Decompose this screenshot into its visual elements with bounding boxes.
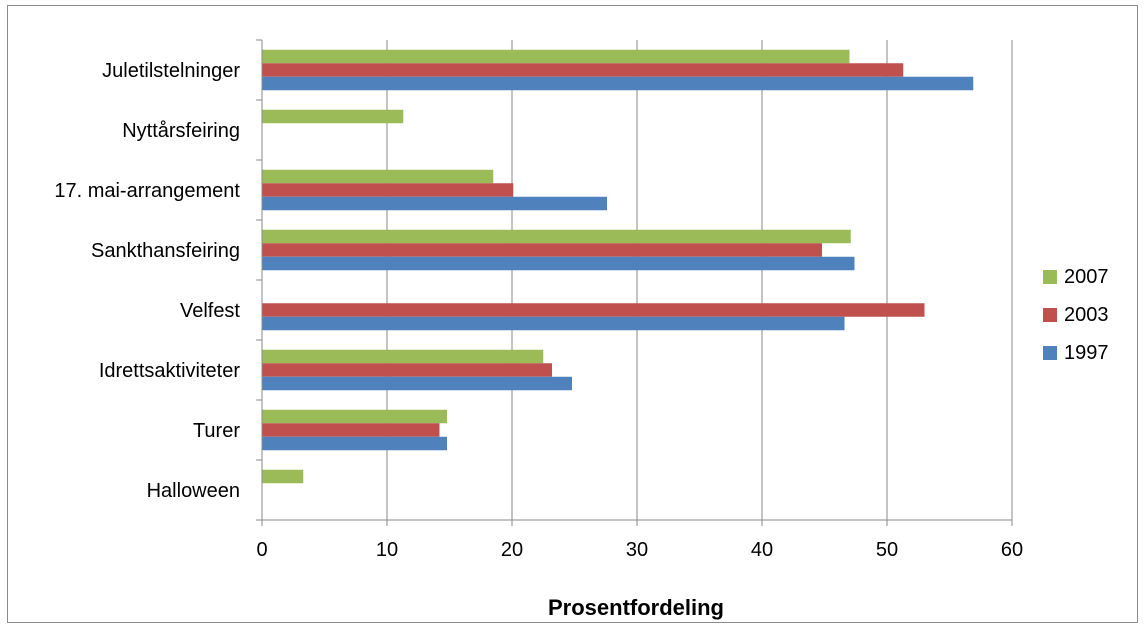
x-tick-label: 20: [501, 539, 523, 561]
category-label: Juletilstelninger: [102, 60, 240, 82]
bar-2007: [262, 169, 494, 184]
x-tick-label: 30: [626, 539, 648, 561]
category-label: Sankthansfeiring: [91, 240, 240, 262]
category-label: Velfest: [180, 300, 240, 322]
bar-1997: [262, 76, 974, 91]
legend-label: 2007: [1064, 266, 1109, 288]
x-tick-label: 10: [376, 539, 398, 561]
legend: 2007 2003 1997: [1043, 266, 1109, 364]
bar-2003: [262, 363, 552, 377]
bar-2007: [262, 349, 544, 364]
x-axis-title: Prosentfordeling: [548, 595, 724, 620]
bar-1997: [262, 196, 607, 211]
category-label: Nyttårsfeiring: [122, 120, 240, 142]
category-label: 17. mai-arrangement: [54, 180, 240, 202]
legend-swatch: [1043, 270, 1057, 284]
bar-1997: [262, 376, 572, 391]
bars: [262, 49, 974, 484]
x-tick-label: 40: [751, 539, 773, 561]
bar-2003: [262, 63, 904, 77]
bar-2003: [262, 243, 822, 257]
bar-1997: [262, 316, 845, 331]
gridlines: [386, 40, 1013, 520]
bar-2007: [262, 409, 447, 424]
x-tick-label: 60: [1001, 539, 1023, 561]
bar-1997: [262, 436, 447, 451]
bar-1997: [262, 256, 855, 271]
category-label: Turer: [193, 420, 240, 442]
category-label: Halloween: [147, 480, 240, 502]
x-tick-label: 50: [876, 539, 898, 561]
bar-2007: [262, 109, 404, 124]
legend-label: 1997: [1064, 342, 1109, 364]
bar-2003: [262, 183, 514, 197]
category-label: Idrettsaktiviteter: [99, 360, 241, 382]
bar-2003: [262, 423, 440, 437]
bar-2007: [262, 229, 851, 244]
category-labels: Juletilstelninger Nyttårsfeiring 17. mai-a…: [54, 60, 240, 502]
bar-2007: [262, 49, 850, 64]
legend-swatch: [1043, 308, 1057, 322]
bar-2007: [262, 469, 304, 484]
bar-2003: [262, 303, 925, 317]
legend-swatch: [1043, 346, 1057, 360]
x-tick-label: 0: [256, 539, 267, 561]
x-tick-labels: 0 10 20 30 40 50 60: [256, 539, 1023, 561]
axes: [256, 39, 1013, 526]
legend-label: 2003: [1064, 304, 1109, 326]
